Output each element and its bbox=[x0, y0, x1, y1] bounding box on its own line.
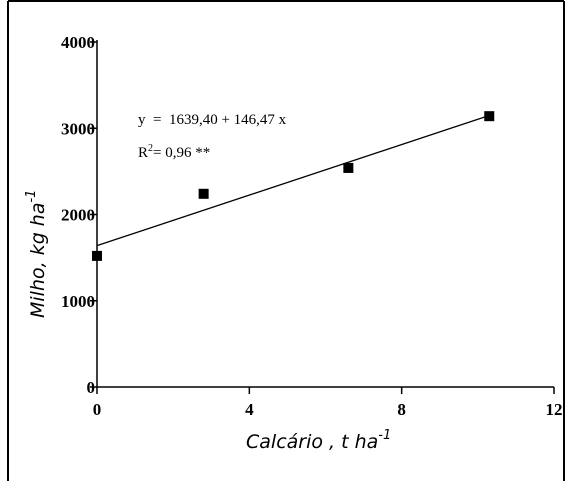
r2-prefix: R bbox=[138, 145, 148, 161]
x-axis-title-sup: -1 bbox=[378, 428, 391, 443]
x-tick-label: 8 bbox=[397, 400, 406, 419]
r-squared-annotation: R2= 0,96 ** bbox=[138, 143, 210, 161]
y-axis-title: Milho, kg ha-1 bbox=[24, 190, 49, 318]
x-tick-label: 4 bbox=[245, 400, 254, 419]
equation-annotation: y = 1639,40 + 146,47 x bbox=[138, 112, 287, 128]
y-tick-label: 3000 bbox=[61, 119, 95, 138]
r2-superscript: 2 bbox=[148, 143, 153, 154]
data-point-marker bbox=[484, 111, 495, 122]
data-point-marker bbox=[198, 188, 209, 199]
x-ticks: 0 4 8 12 bbox=[93, 387, 563, 419]
data-point-marker bbox=[92, 250, 102, 261]
regression-line bbox=[96, 114, 490, 247]
y-axis-title-sup: -1 bbox=[24, 190, 39, 203]
y-ticks: 0 1000 2000 3000 4000 bbox=[61, 33, 97, 397]
y-tick-label: 4000 bbox=[61, 33, 95, 52]
x-axis-title-text: Calcário , t ha bbox=[246, 431, 378, 453]
x-tick-label: 12 bbox=[546, 400, 563, 419]
data-point-marker bbox=[343, 162, 354, 173]
y-tick-label: 1000 bbox=[61, 292, 95, 311]
x-axis-title: Calcário , t ha-1 bbox=[246, 428, 391, 453]
y-tick-label: 0 bbox=[87, 378, 96, 397]
data-points bbox=[92, 111, 495, 261]
x-tick-label: 0 bbox=[93, 400, 102, 419]
y-tick-label: 2000 bbox=[61, 206, 95, 225]
r2-value: = 0,96 ** bbox=[153, 145, 210, 161]
y-axis-title-text: Milho, kg ha bbox=[27, 203, 49, 318]
